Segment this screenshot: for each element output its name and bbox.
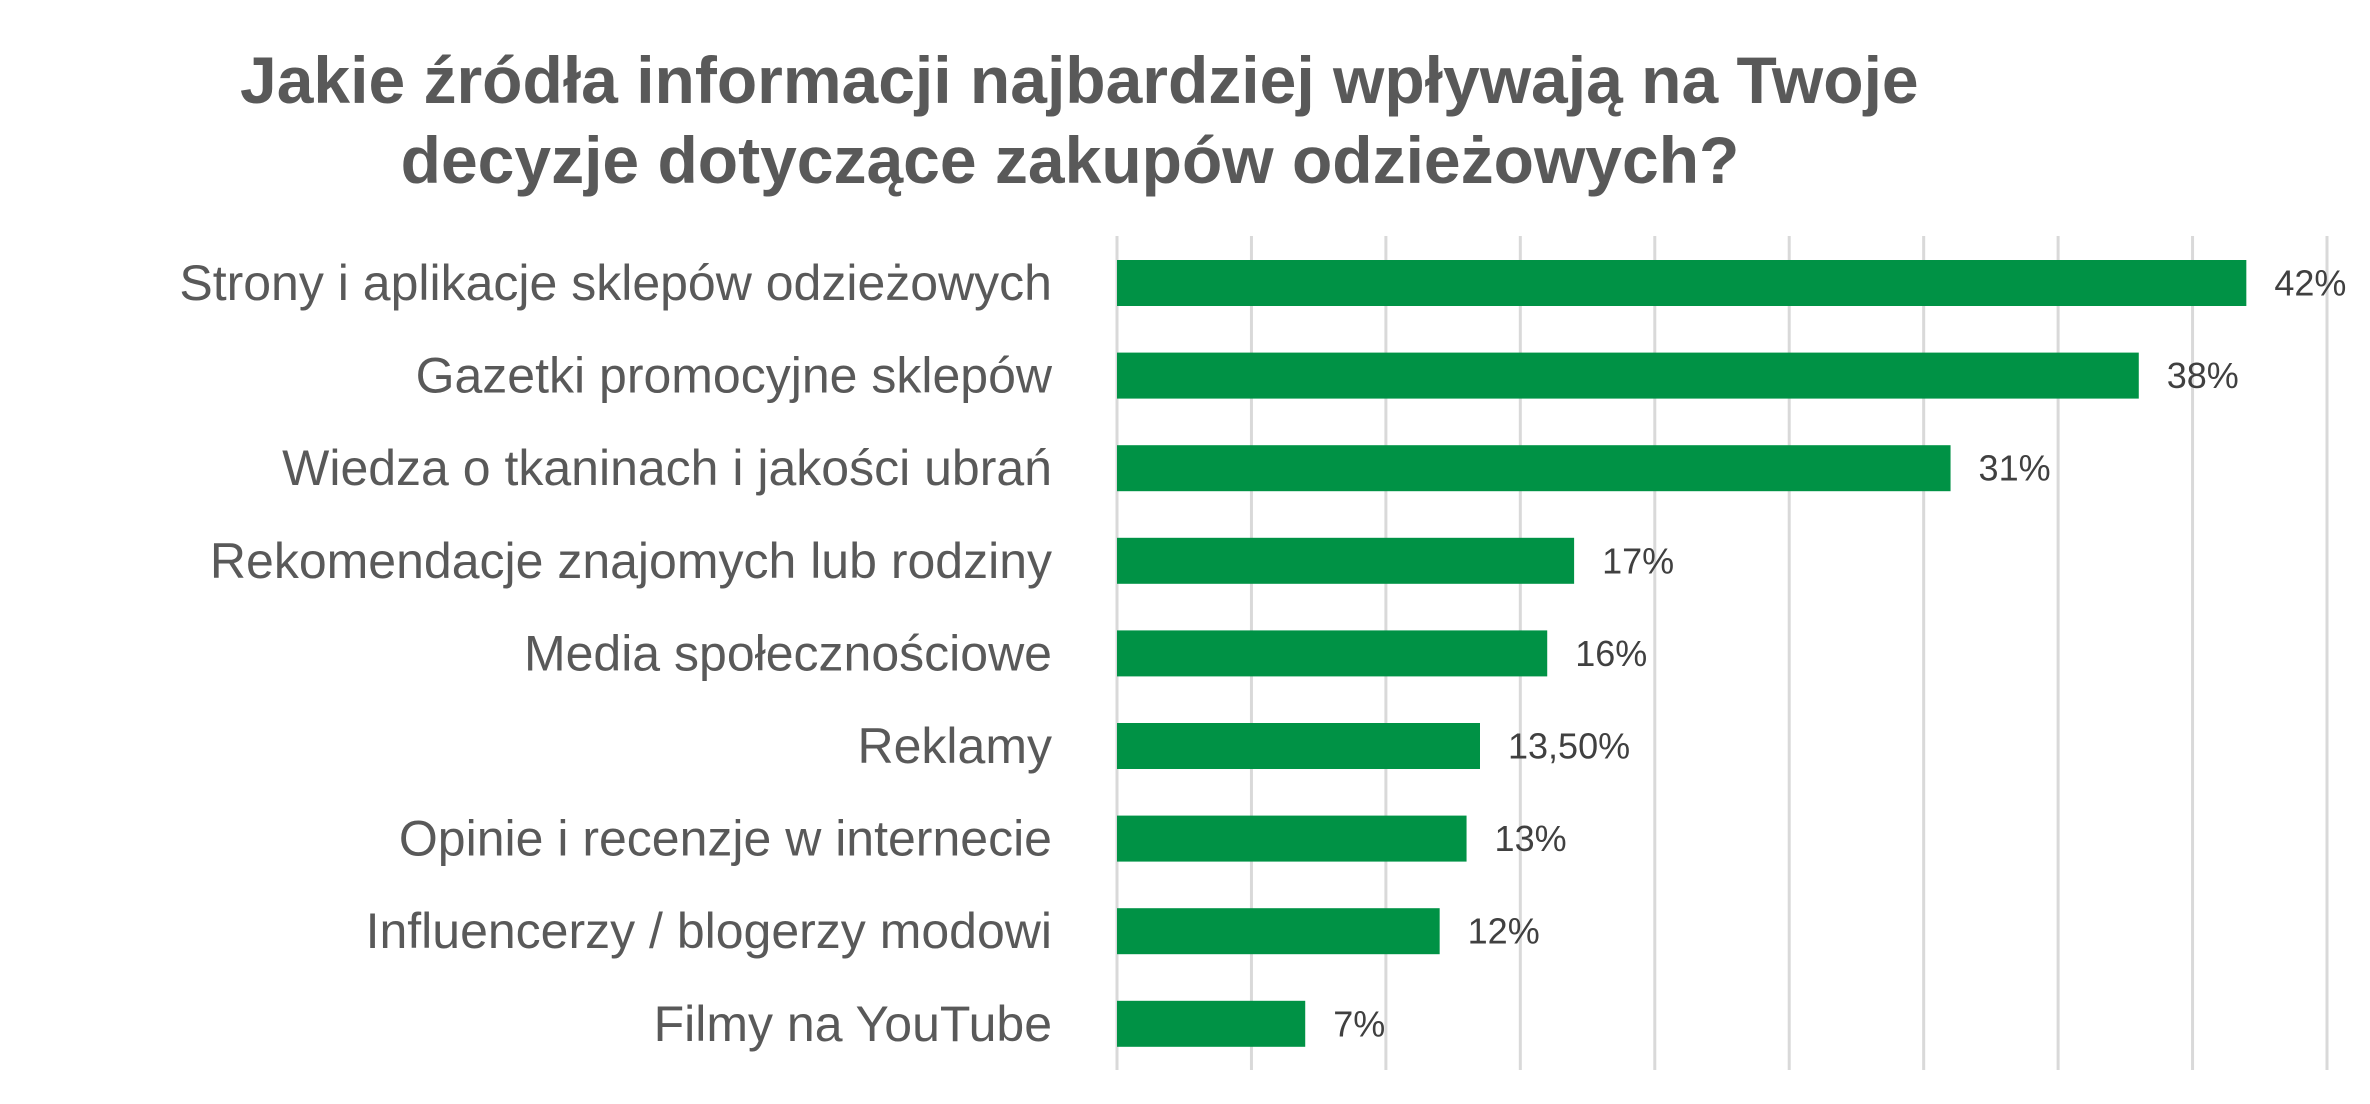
category-label-7: Influencerzy / blogerzy modowi <box>366 903 1052 959</box>
bar-3 <box>1117 537 1575 584</box>
data-labels: 42% 38% 31% 17% 16% 13,50% 13% 12% 7% <box>1333 263 2346 1045</box>
chart-title: Jakie źródła informacji najbardziej wpły… <box>240 40 1919 200</box>
chart-title-line-2: decyzje dotyczące zakupów odzieżowych? <box>400 123 1740 197</box>
data-label-7: 12% <box>1468 911 1540 952</box>
bar-2 <box>1117 445 1951 492</box>
bar-5 <box>1117 723 1480 769</box>
bar-4 <box>1117 630 1548 677</box>
category-label-0: Strony i aplikacje sklepów odzieżowych <box>179 255 1052 311</box>
bars <box>1117 260 2247 1047</box>
chart-title-line-1: Jakie źródła informacji najbardziej wpły… <box>240 43 1919 117</box>
bar-6 <box>1117 815 1467 862</box>
category-label-6: Opinie i recenzje w internecie <box>399 811 1052 867</box>
category-label-8: Filmy na YouTube <box>654 996 1052 1052</box>
category-label-3: Rekomendacje znajomych lub rodziny <box>210 533 1052 589</box>
category-label-2: Wiedza o tkaninach i jakości ubrań <box>282 440 1052 496</box>
data-label-2: 31% <box>1979 448 2051 489</box>
data-label-1: 38% <box>2167 355 2239 396</box>
bar-8 <box>1117 1000 1306 1047</box>
data-label-0: 42% <box>2274 263 2346 304</box>
category-label-1: Gazetki promocyjne sklepów <box>416 348 1053 404</box>
bar-1 <box>1117 352 2139 399</box>
data-label-8: 7% <box>1333 1003 1385 1044</box>
data-label-4: 16% <box>1575 633 1647 674</box>
data-label-6: 13% <box>1495 818 1567 859</box>
category-label-5: Reklamy <box>858 718 1052 774</box>
bar-7 <box>1117 908 1440 955</box>
bar-0 <box>1117 260 2247 306</box>
data-label-5: 13,50% <box>1508 726 1630 767</box>
data-label-3: 17% <box>1602 540 1674 581</box>
category-label-4: Media społecznościowe <box>524 625 1052 681</box>
category-labels: Strony i aplikacje sklepów odzieżowych Ga… <box>179 255 1053 1052</box>
